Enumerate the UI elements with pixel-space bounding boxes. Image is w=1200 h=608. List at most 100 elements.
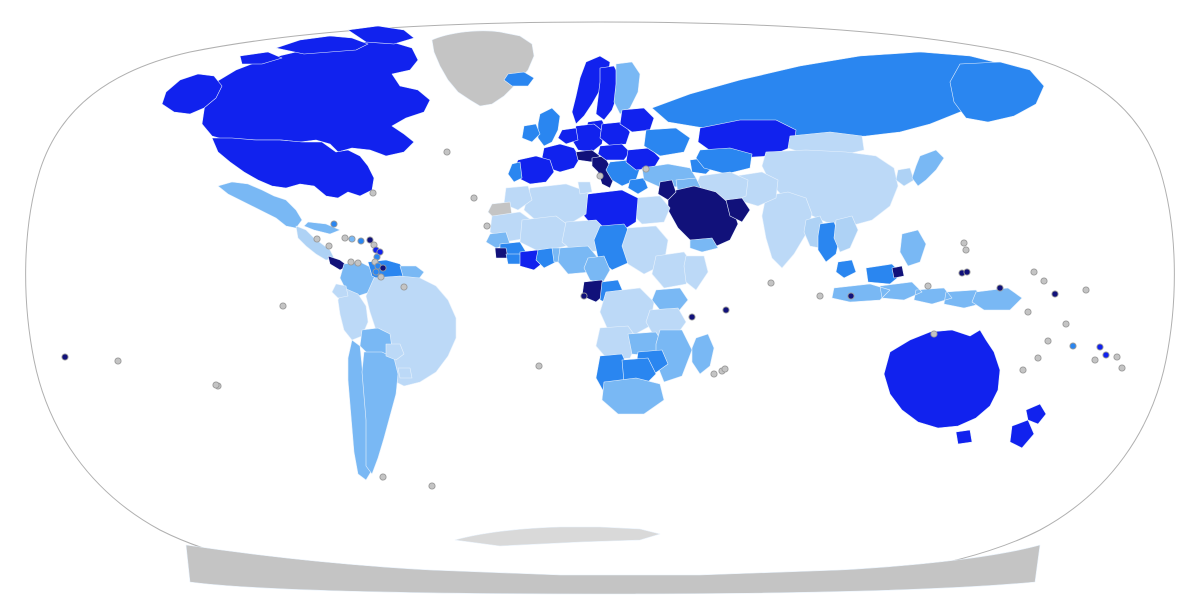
region-somalia	[683, 255, 709, 291]
island-marker	[960, 239, 968, 247]
island-marker	[61, 353, 69, 361]
island-marker	[721, 365, 729, 373]
region-south-africa	[601, 377, 665, 415]
island-marker	[372, 268, 380, 276]
region-australia	[883, 329, 1001, 429]
region-peru	[337, 287, 369, 341]
region-papua-new-guinea	[971, 287, 1023, 311]
region-czech-hungary	[597, 143, 631, 161]
region-brunei	[891, 265, 905, 279]
region-malaysia	[835, 259, 903, 285]
island-marker	[924, 282, 932, 290]
island-marker	[1034, 354, 1042, 362]
island-marker	[1019, 366, 1027, 374]
region-ethiopia	[651, 251, 695, 289]
region-indonesia	[831, 281, 989, 309]
island-marker	[1024, 308, 1032, 316]
region-alaska	[161, 73, 223, 115]
island-marker	[596, 172, 604, 180]
island-marker	[1040, 277, 1048, 285]
region-antarctic-peninsula	[454, 526, 661, 547]
island-marker	[1118, 364, 1126, 372]
island-marker	[369, 189, 377, 197]
region-morocco	[503, 185, 533, 211]
island-marker	[962, 246, 970, 254]
region-liberia	[505, 253, 523, 265]
island-marker	[330, 220, 338, 228]
region-uzbekistan-turkmenistan	[695, 147, 753, 175]
region-paraguay	[385, 343, 405, 361]
landmass-group	[161, 25, 1047, 595]
island-marker	[347, 258, 355, 266]
island-marker	[313, 235, 321, 243]
island-marker	[470, 194, 478, 202]
island-marker	[212, 381, 220, 389]
island-marker	[1030, 268, 1038, 276]
island-marker	[114, 357, 122, 365]
island-marker	[376, 248, 384, 256]
region-uae-oman	[725, 197, 751, 223]
region-new-zealand	[1009, 403, 1047, 449]
region-portugal	[507, 161, 523, 183]
island-marker	[354, 259, 362, 267]
region-russia-far-east	[949, 61, 1045, 123]
region-philippines	[899, 229, 927, 267]
island-marker	[341, 234, 349, 242]
region-united-states	[211, 137, 375, 199]
island-marker	[366, 236, 374, 244]
region-yemen	[689, 237, 719, 253]
region-vietnam-cambodia	[833, 215, 859, 253]
island-marker-group	[61, 148, 1126, 490]
island-marker	[1082, 286, 1090, 294]
island-marker	[710, 370, 718, 378]
island-marker	[1062, 320, 1070, 328]
island-marker	[357, 237, 365, 245]
island-marker	[1091, 356, 1099, 364]
region-argentina	[361, 351, 399, 475]
region-tunisia	[577, 181, 593, 195]
region-greenland	[431, 30, 535, 107]
island-marker	[963, 268, 971, 276]
island-marker	[535, 362, 543, 370]
island-marker	[443, 148, 451, 156]
region-india	[761, 191, 813, 269]
island-marker	[428, 482, 436, 490]
region-korea	[895, 167, 915, 187]
region-cuba	[303, 221, 341, 235]
island-marker	[1113, 353, 1121, 361]
region-uruguay	[397, 367, 413, 379]
region-ireland	[521, 123, 541, 143]
region-finland	[613, 61, 641, 115]
region-mozambique	[655, 329, 693, 383]
island-marker	[580, 292, 588, 300]
island-marker	[348, 235, 356, 243]
island-marker	[400, 283, 408, 291]
island-marker	[816, 292, 824, 300]
region-canada-arctic	[239, 25, 415, 65]
region-tasmania	[955, 429, 973, 445]
region-angola	[595, 325, 639, 361]
region-ukraine	[643, 127, 691, 157]
region-greece	[627, 177, 649, 195]
island-marker	[325, 242, 333, 250]
island-marker	[1102, 351, 1110, 359]
region-japan	[911, 149, 945, 187]
island-marker	[1069, 342, 1077, 350]
island-marker	[1096, 343, 1104, 351]
region-benelux	[557, 127, 579, 145]
island-marker	[847, 292, 855, 300]
region-madagascar	[691, 333, 715, 375]
island-marker	[483, 222, 491, 230]
island-marker	[1051, 290, 1059, 298]
region-iceland	[503, 71, 535, 87]
island-marker	[379, 473, 387, 481]
island-marker	[688, 313, 696, 321]
region-ghana-togo	[535, 247, 557, 269]
region-israel-jordan-syria	[657, 179, 677, 201]
island-marker	[722, 306, 730, 314]
island-marker	[930, 330, 938, 338]
region-sierra-leone	[494, 247, 509, 259]
island-marker	[996, 284, 1004, 292]
